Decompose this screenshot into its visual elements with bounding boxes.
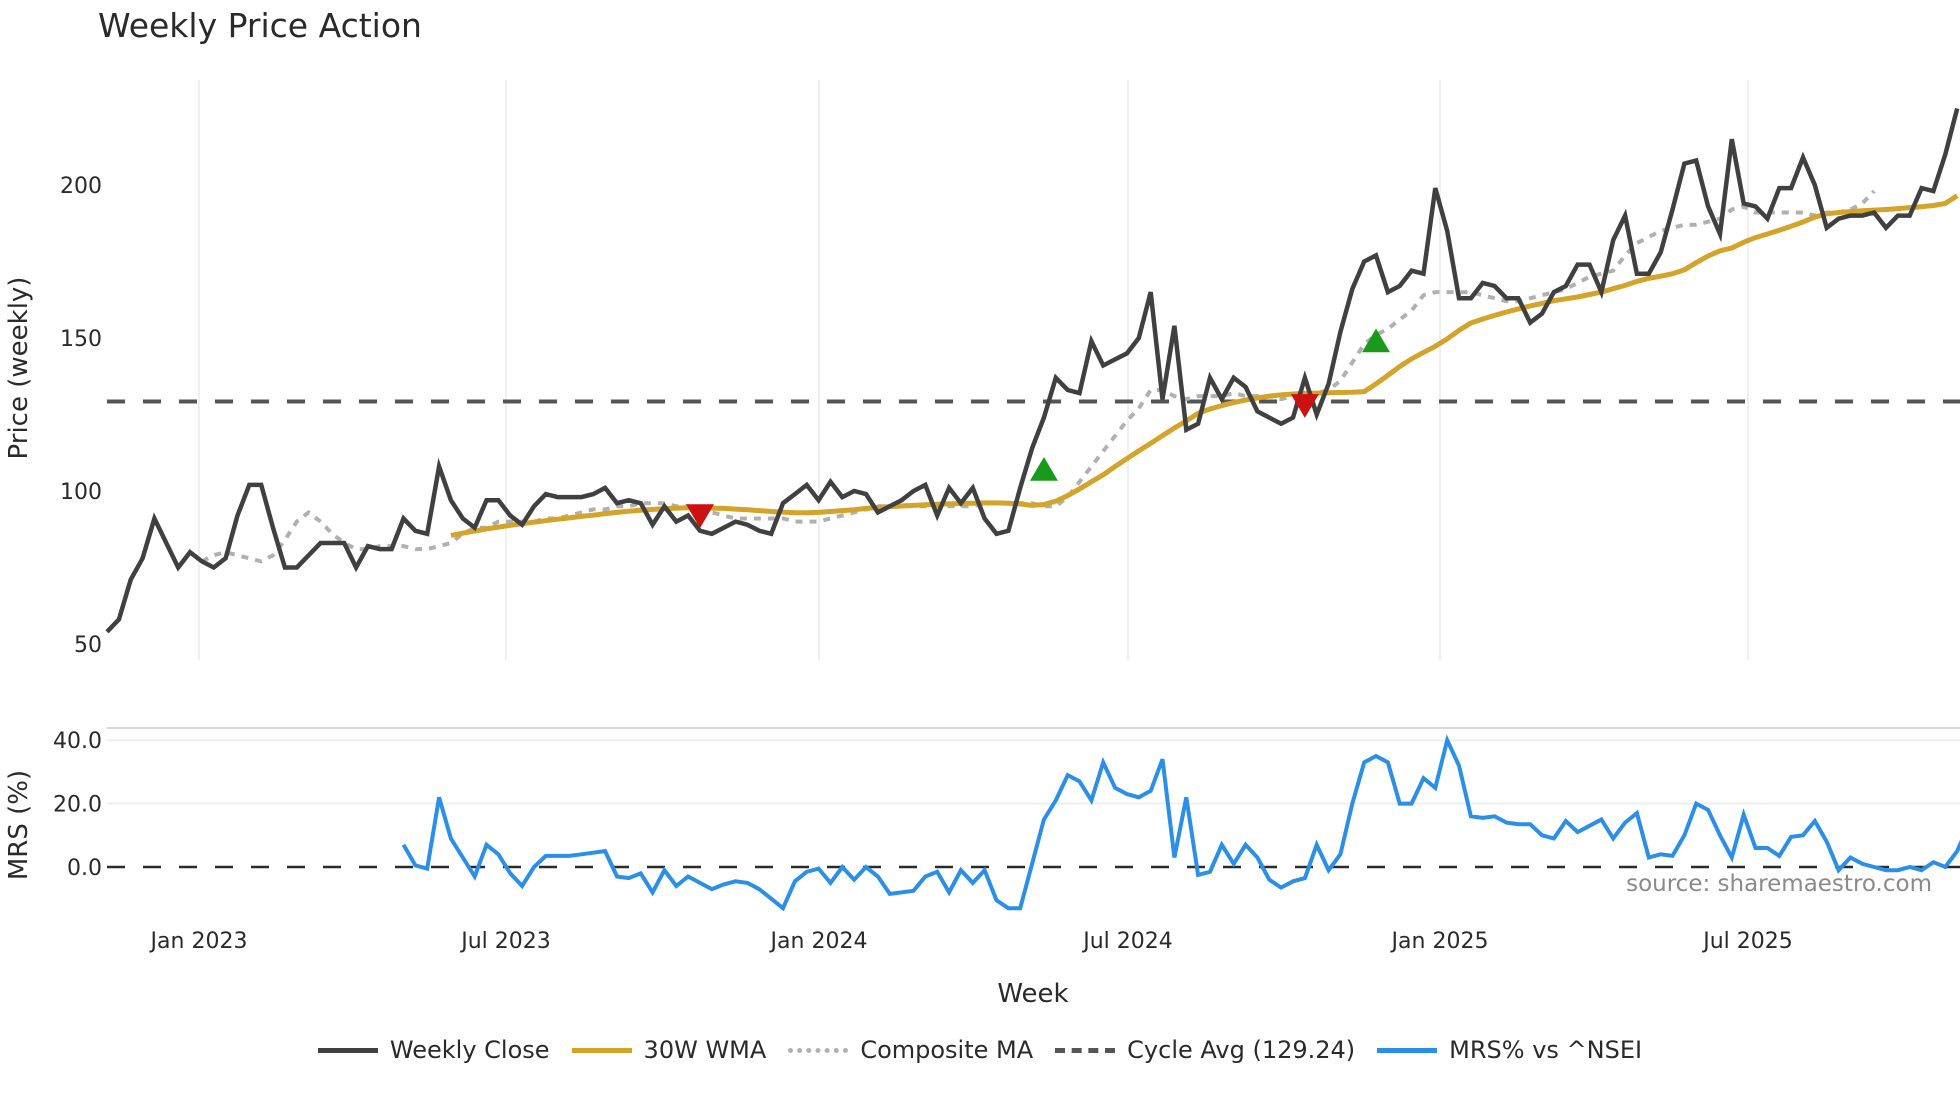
x-tick-label: Jul 2024 (1081, 929, 1173, 954)
price-y-axis: 50 100 150 200 (60, 174, 102, 658)
price-tick-label: 100 (60, 480, 102, 505)
price-axis-label: Price (weekly) (4, 277, 34, 460)
cycle-swatch-icon (1055, 1047, 1116, 1053)
weekly-close-swatch-icon (317, 1047, 378, 1053)
sell-signal-triangle-icon (1290, 394, 1319, 418)
x-tick-label: Jan 2025 (1390, 929, 1489, 954)
mrs-tick-label: 20.0 (53, 793, 102, 818)
legend-label: 30W WMA (643, 1036, 767, 1064)
price-tick-label: 200 (60, 174, 102, 199)
x-tick-label: Jan 2024 (769, 929, 868, 954)
price-tick-label: 150 (60, 327, 102, 352)
buy-signal-triangle-icon (1362, 328, 1391, 353)
legend-item-mrs[interactable]: MRS% vs ^NSEI (1377, 1036, 1642, 1064)
legend-label: Composite MA (860, 1036, 1034, 1064)
legend: Weekly Close 30W WMA Composite MA Cycle … (0, 1036, 1960, 1064)
legend-label: Cycle Avg (129.24) (1127, 1036, 1356, 1064)
legend-item-30w-wma[interactable]: 30W WMA (571, 1036, 767, 1064)
x-tick-label: Jul 2023 (459, 929, 551, 954)
sell-signal-triangle-icon (686, 504, 714, 529)
mrs-y-axis: 0.0 20.0 40.0 (53, 729, 102, 881)
composite-swatch-icon (788, 1047, 849, 1053)
wma-swatch-icon (571, 1047, 632, 1053)
legend-item-cycle-avg[interactable]: Cycle Avg (129.24) (1055, 1036, 1355, 1064)
mrs-line (401, 734, 1960, 912)
source-watermark: source: sharemaestro.com (1626, 871, 1932, 897)
x-tick-label: Jul 2025 (1701, 929, 1793, 954)
mrs-axis-label: MRS (%) (4, 770, 34, 880)
gridlines (107, 80, 1960, 805)
mrs-tick-label: 40.0 (53, 729, 102, 754)
wma-30w-line (450, 193, 1959, 538)
chart-title: Weekly Price Action (98, 6, 422, 45)
weekly-close-line (105, 107, 1960, 634)
x-tick-label: Jan 2023 (149, 929, 248, 954)
legend-label: Weekly Close (389, 1036, 550, 1064)
mrs-swatch-icon (1377, 1047, 1438, 1053)
legend-item-weekly-close[interactable]: Weekly Close (317, 1036, 550, 1064)
signal-markers (686, 328, 1391, 529)
price-tick-label: 50 (74, 633, 102, 658)
x-axis: Jan 2023 Jul 2023 Jan 2024 Jul 2024 Jan 2025… (149, 929, 1793, 954)
x-axis-label: Week (997, 979, 1068, 1009)
legend-label: MRS% vs ^NSEI (1449, 1036, 1643, 1064)
mrs-tick-label: 0.0 (67, 856, 102, 881)
legend-item-composite-ma[interactable]: Composite MA (788, 1036, 1033, 1064)
buy-signal-triangle-icon (1029, 456, 1058, 481)
